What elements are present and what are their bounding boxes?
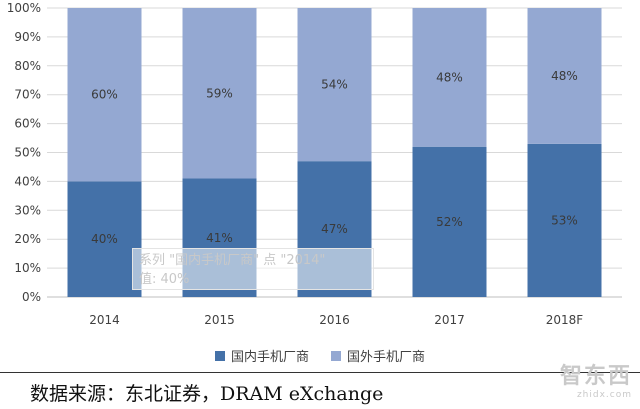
y-tick-label: 0% [22, 290, 41, 304]
bar-segment-2018F-foreign [527, 8, 602, 144]
data-label: 59% [206, 86, 233, 100]
bar-segment-2017-domestic [412, 146, 487, 297]
y-tick-label: 50% [14, 146, 41, 160]
y-tick-label: 70% [14, 88, 41, 102]
tooltip-line-2: 值: 40% [139, 272, 190, 287]
data-label: 48% [551, 69, 578, 83]
y-tick-label: 90% [14, 30, 41, 44]
data-label: 47% [321, 222, 348, 236]
legend-label-foreign: 国外手机厂商 [347, 350, 426, 365]
watermark-main: 智东西 [559, 364, 632, 389]
x-tick-label: 2016 [319, 313, 350, 327]
x-tick-label: 2018F [546, 313, 584, 327]
legend-item-domestic: 国内手机厂商 [214, 346, 309, 365]
bar-segment-2017-foreign [412, 8, 487, 147]
y-tick-label: 60% [14, 117, 41, 131]
data-label: 60% [91, 88, 118, 102]
bar-segment-2014-domestic [67, 181, 142, 297]
watermark-sub: zhidx.com [576, 390, 632, 400]
stacked-bar-chart: 0% 10% 20% 30% 40% 50% 60% 70% 80% 90% 100% 40% 60% 2… [7, 1, 622, 327]
data-label: 41% [206, 231, 233, 245]
bar-segment-2016-foreign [297, 8, 372, 162]
data-label: 52% [436, 215, 463, 229]
legend-label-domestic: 国内手机厂商 [230, 350, 309, 365]
legend-swatch-domestic [214, 350, 225, 361]
chart-legend: 国内手机厂商 国外手机厂商 [0, 346, 640, 365]
legend-item-foreign: 国外手机厂商 [331, 346, 425, 365]
data-label: 40% [91, 232, 118, 246]
data-label: 48% [436, 70, 463, 84]
y-tick-label: 20% [14, 232, 41, 246]
y-tick-label: 80% [14, 59, 41, 73]
tooltip-line-1: 系列 "国内手机厂商" 点 "2014" [139, 253, 326, 268]
x-tick-label: 2015 [204, 313, 235, 327]
bar-segment-2018F-domestic [527, 143, 602, 297]
data-label: 54% [321, 78, 348, 92]
legend-swatch-foreign [331, 350, 341, 361]
y-tick-label: 10% [14, 261, 41, 275]
y-tick-label: 40% [14, 174, 41, 188]
y-tick-label: 30% [14, 203, 41, 217]
watermark-logo: 智东西 zhidx.com [522, 358, 632, 400]
bar-segment-2014-foreign [67, 8, 142, 182]
hover-tooltip: 系列 "国内手机厂商" 点 "2014" 值: 40% [132, 248, 374, 290]
data-label: 53% [551, 213, 578, 227]
x-tick-label: 2017 [434, 313, 465, 327]
x-tick-label: 2014 [89, 313, 120, 327]
data-source-note: 数据来源：东北证券，DRAM eXchange [30, 383, 384, 405]
divider-line [0, 372, 640, 373]
y-tick-label: 100% [7, 1, 41, 15]
bar-segment-2015-foreign [182, 8, 257, 179]
